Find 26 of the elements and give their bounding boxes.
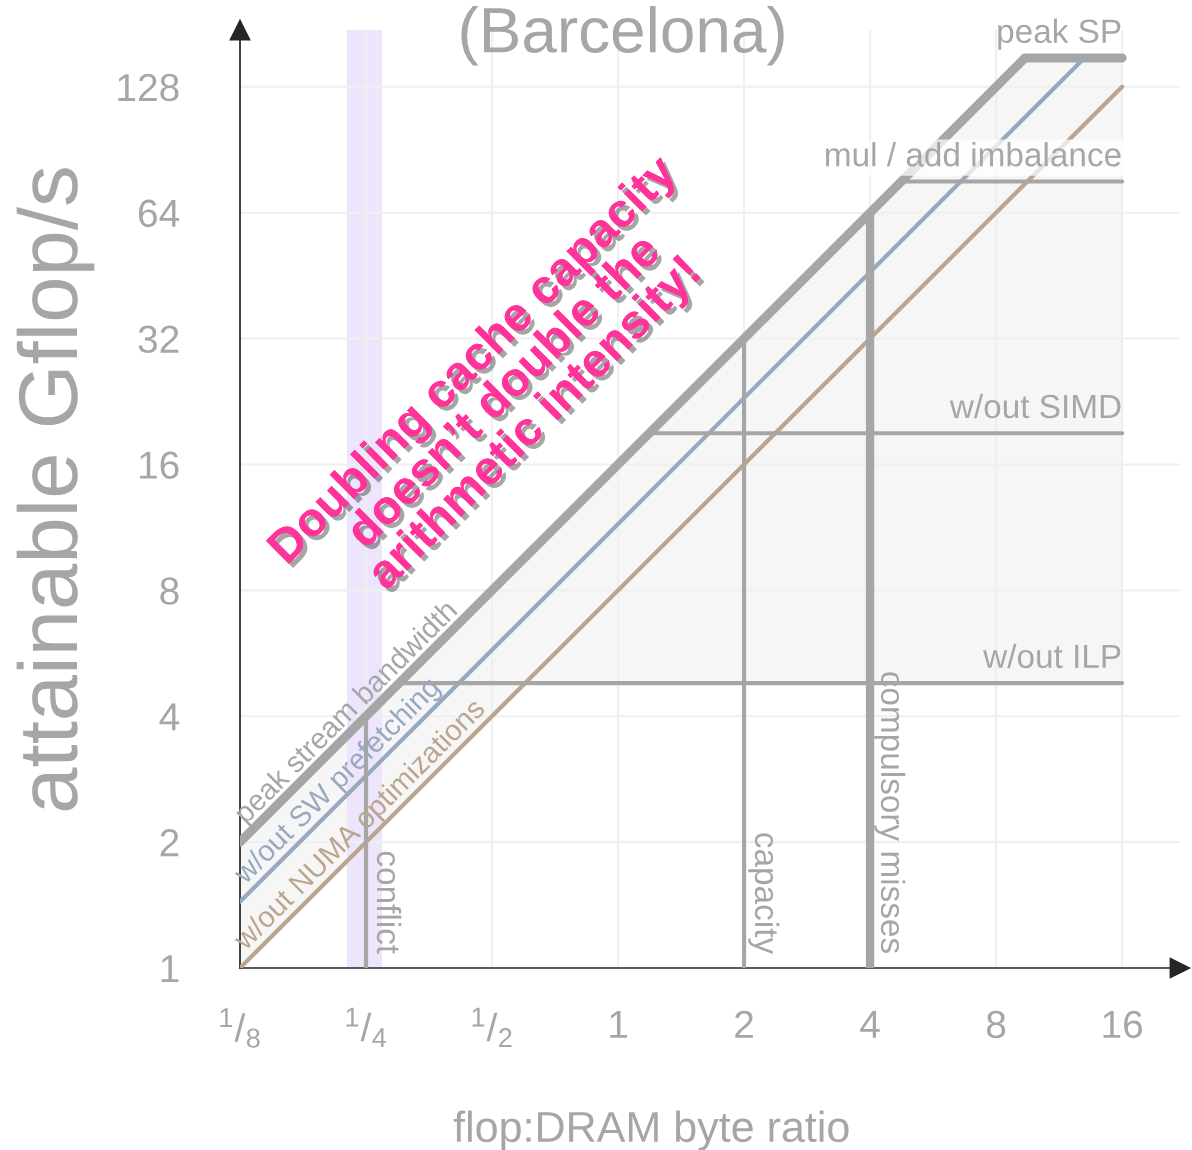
x-axis-title: flop:DRAM byte ratio	[453, 1110, 849, 1150]
series-label: w/out ILP	[983, 643, 1121, 669]
x-tick-label: $^{1}$/$_{8}$	[220, 1008, 260, 1048]
series-label: mul / add imbalance	[826, 142, 1121, 167]
y-tick-label: 4	[159, 703, 180, 731]
y-axis-title: attainable Gflop/s	[16, 168, 95, 811]
y-tick-label: 64	[139, 199, 180, 228]
annotation: peak SP	[998, 18, 1121, 50]
y-tick-label: 2	[160, 829, 179, 857]
text: capacity	[748, 833, 780, 955]
text: compulsory misses	[874, 672, 906, 953]
text: conflict	[376, 851, 402, 954]
y-tick-label: 8	[160, 577, 179, 605]
y-tick-label: 1	[161, 955, 179, 983]
x-tick-label: 4	[860, 1011, 880, 1038]
x-tick-label: $^{1}$/$_{4}$	[346, 1007, 387, 1048]
x-tick-label: 16	[1103, 1010, 1143, 1039]
y-tick-label: 16	[139, 451, 179, 479]
x-tick-label: $^{1}$/$_{2}$	[472, 1007, 512, 1048]
y-tick-label: 32	[138, 325, 179, 354]
x-tick-label: 1	[610, 1011, 627, 1038]
x-tick-label: 2	[735, 1010, 753, 1038]
y-tick-label: 128	[118, 73, 179, 102]
x-tick-label: 8	[986, 1010, 1006, 1039]
chart-title: (Barcelona)	[461, 5, 784, 66]
series-label: w/out SIMD	[949, 393, 1121, 419]
